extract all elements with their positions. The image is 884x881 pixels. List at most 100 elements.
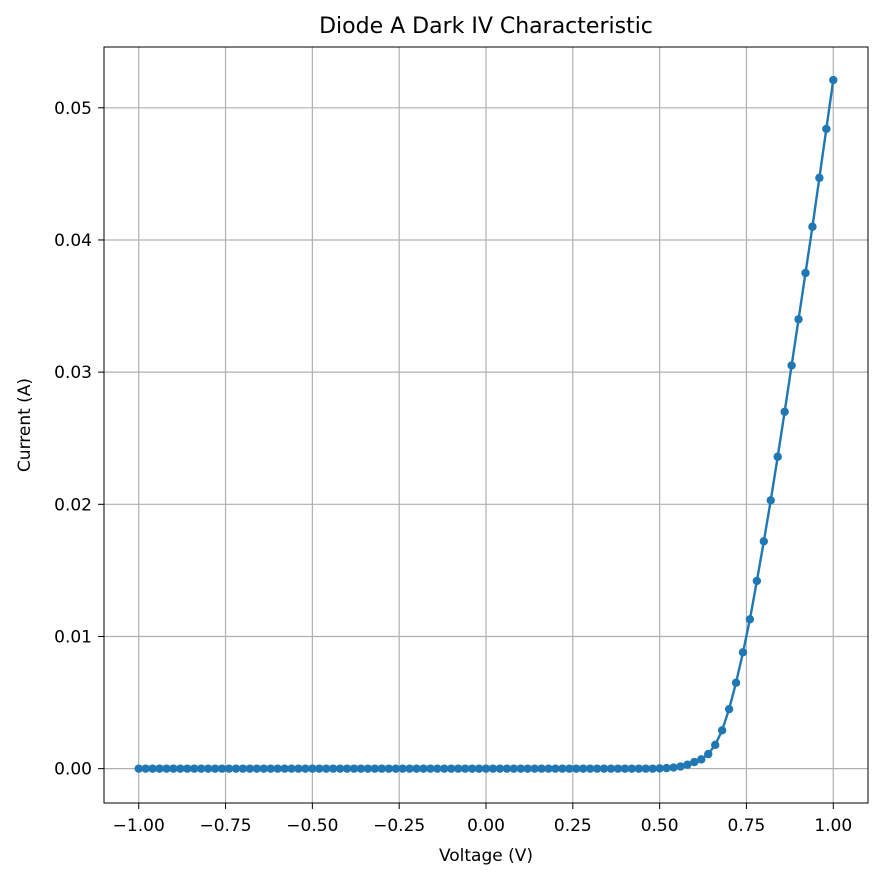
iv-data-point bbox=[704, 749, 713, 759]
iv-data-point bbox=[738, 648, 748, 657]
y-tick-label: 0.02 bbox=[54, 495, 92, 515]
iv-data-point bbox=[155, 764, 164, 773]
iv-data-point bbox=[822, 124, 831, 134]
iv-data-point bbox=[398, 764, 407, 773]
iv-data-point bbox=[648, 764, 657, 773]
iv-data-point bbox=[579, 764, 588, 773]
iv-data-point bbox=[655, 764, 664, 773]
iv-data-point bbox=[808, 222, 817, 231]
iv-data-point bbox=[335, 764, 345, 773]
iv-data-point bbox=[315, 764, 324, 773]
chart-title: Diode A Dark IV Characteristic bbox=[319, 14, 653, 39]
iv-data-point bbox=[412, 764, 421, 773]
iv-data-point bbox=[447, 764, 456, 773]
iv-data-point bbox=[238, 764, 248, 773]
iv-data-point bbox=[322, 764, 331, 773]
iv-data-point bbox=[460, 764, 470, 773]
iv-data-point bbox=[474, 764, 484, 773]
iv-data-point bbox=[467, 764, 477, 773]
iv-data-point bbox=[613, 764, 623, 773]
iv-data-point bbox=[544, 764, 553, 773]
y-tick-label: 0.00 bbox=[54, 760, 92, 780]
iv-data-point bbox=[210, 764, 220, 773]
y-axis-label: Current (A) bbox=[15, 378, 35, 472]
iv-data-point bbox=[558, 764, 567, 773]
iv-data-point bbox=[162, 764, 171, 773]
iv-data-point bbox=[481, 764, 491, 773]
iv-data-point bbox=[419, 764, 428, 773]
iv-data-point bbox=[572, 764, 581, 773]
y-tick-label: 0.05 bbox=[54, 99, 92, 119]
iv-data-point bbox=[370, 764, 380, 773]
iv-data-point bbox=[523, 764, 532, 773]
iv-data-point bbox=[169, 764, 178, 773]
iv-data-point bbox=[363, 764, 373, 773]
x-tick-label: 0.50 bbox=[641, 816, 679, 836]
iv-data-point bbox=[405, 764, 414, 773]
iv-data-point bbox=[724, 704, 734, 714]
iv-data-point bbox=[565, 764, 574, 773]
iv-data-point bbox=[669, 763, 678, 772]
iv-data-point bbox=[627, 764, 637, 773]
iv-data-point bbox=[190, 764, 199, 773]
iv-data-point bbox=[141, 764, 150, 773]
y-tick-label: 0.01 bbox=[54, 627, 92, 647]
iv-data-point bbox=[301, 764, 310, 773]
iv-data-point bbox=[717, 726, 727, 735]
iv-data-point bbox=[752, 576, 762, 586]
iv-data-point bbox=[294, 764, 303, 773]
iv-data-point bbox=[266, 764, 275, 773]
iv-data-point bbox=[176, 764, 185, 773]
iv-data-point bbox=[454, 764, 463, 773]
iv-data-point bbox=[634, 764, 643, 773]
iv-data-point bbox=[690, 757, 699, 767]
iv-data-point bbox=[217, 764, 227, 773]
iv-data-point bbox=[197, 764, 206, 773]
iv-data-point bbox=[606, 764, 616, 773]
iv-data-point bbox=[599, 764, 609, 773]
iv-data-point bbox=[252, 764, 261, 773]
x-tick-label: −1.00 bbox=[113, 816, 165, 836]
x-tick-label: −0.75 bbox=[199, 816, 251, 836]
iv-data-point bbox=[787, 361, 796, 370]
iv-data-point bbox=[662, 763, 671, 773]
iv-data-point bbox=[440, 764, 449, 773]
iv-data-point bbox=[259, 764, 268, 773]
plot-layer bbox=[134, 75, 838, 773]
iv-data-point bbox=[342, 764, 352, 773]
iv-data-point bbox=[537, 764, 546, 773]
x-axis: −1.00 −0.75 −0.50 −0.25 0.00 0.25 0.50 0.75 1.00 bbox=[113, 803, 852, 836]
iv-data-point bbox=[620, 764, 630, 773]
iv-data-point bbox=[731, 678, 741, 687]
iv-data-point bbox=[349, 764, 359, 773]
x-tick-label: 0.25 bbox=[554, 816, 592, 836]
iv-data-point bbox=[329, 764, 338, 773]
iv-data-point bbox=[592, 764, 602, 773]
y-axis: 0.00 0.01 0.02 0.03 0.04 0.05 bbox=[54, 99, 104, 780]
iv-data-point bbox=[641, 764, 650, 773]
iv-data-point bbox=[516, 764, 525, 773]
x-tick-label: −0.25 bbox=[373, 816, 425, 836]
iv-data-point bbox=[697, 755, 706, 764]
iv-data-point bbox=[391, 764, 400, 773]
iv-data-point bbox=[273, 764, 282, 773]
iv-data-point bbox=[488, 764, 498, 773]
iv-data-point bbox=[426, 764, 435, 773]
iv-data-point bbox=[245, 764, 255, 773]
iv-data-point bbox=[183, 764, 192, 773]
grid-layer bbox=[104, 47, 868, 803]
iv-data-point bbox=[829, 75, 838, 85]
iv-data-point bbox=[224, 764, 234, 773]
y-tick-label: 0.03 bbox=[54, 363, 92, 383]
iv-data-point bbox=[495, 764, 505, 773]
iv-data-point bbox=[683, 760, 692, 769]
iv-data-point bbox=[530, 764, 539, 773]
x-tick-label: 0.00 bbox=[467, 816, 505, 836]
iv-data-point bbox=[148, 764, 157, 773]
iv-data-point bbox=[356, 764, 366, 773]
iv-data-point bbox=[759, 537, 769, 546]
iv-data-point bbox=[585, 764, 595, 773]
iv-data-point bbox=[551, 764, 560, 773]
iv-data-point bbox=[377, 764, 387, 773]
